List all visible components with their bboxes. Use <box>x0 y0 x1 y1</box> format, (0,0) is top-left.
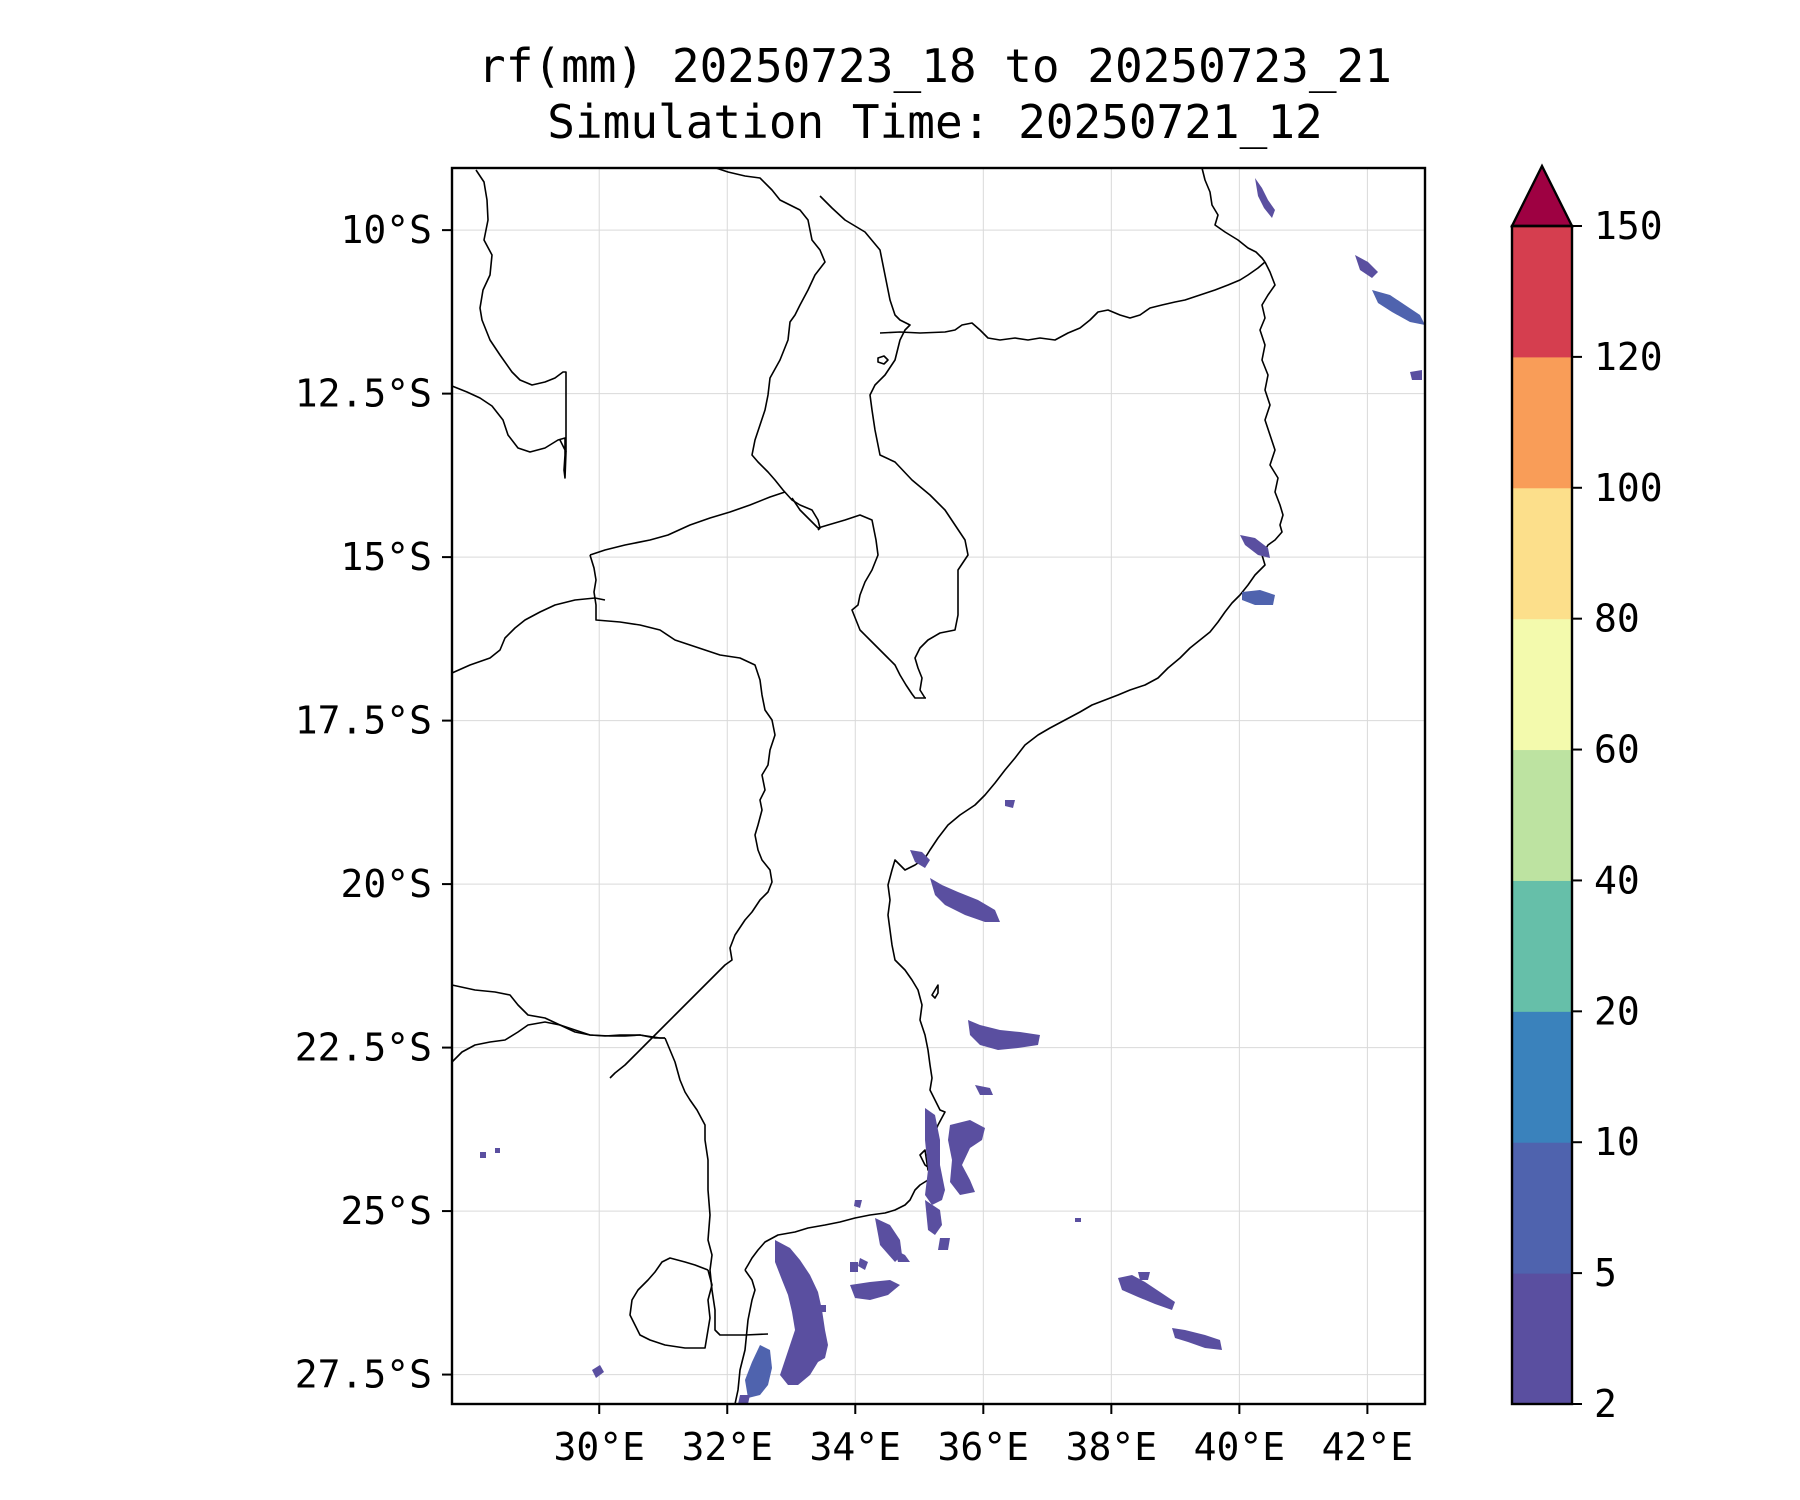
rain-area <box>1255 178 1275 218</box>
small-island <box>931 984 939 999</box>
colorbar-segment <box>1512 1142 1572 1274</box>
border-zimbabwe-zambia <box>451 597 606 674</box>
colorbar: 2 5 10 20 40 60 80 100 120 150 <box>1510 163 1663 1426</box>
rain-area <box>1240 535 1270 558</box>
title-line-1: rf(mm) 20250723_18 to 20250723_21 <box>478 39 1392 93</box>
rain-area <box>925 1108 945 1205</box>
latitude-axis: 10°S 12.5°S 15°S 17.5°S 20°S 22.5°S 25°S 27.5°S <box>295 208 452 1397</box>
colorbar-tick-label: 150 <box>1594 204 1663 248</box>
border-malawi-west <box>791 497 926 699</box>
lat-tick-label: 15°S <box>340 535 432 579</box>
lon-tick-label: 30°E <box>553 1425 645 1469</box>
rain-area <box>820 1305 826 1312</box>
coast-tanzania <box>1201 167 1266 263</box>
lon-tick-label: 42°E <box>1322 1425 1414 1469</box>
rain-area <box>738 1395 750 1404</box>
lon-tick-label: 32°E <box>681 1425 773 1469</box>
rain-area <box>495 1148 500 1153</box>
map-area: 30°E 32°E 34°E 36°E 38°E 40°E 42°E 10°S12.5°S1… <box>295 166 1427 1469</box>
colorbar-tick-label: 60 <box>1594 728 1640 772</box>
lake-island <box>877 355 889 365</box>
rain-area <box>1372 290 1425 325</box>
colorbar-segment <box>1512 356 1572 489</box>
rain-area <box>775 1240 828 1385</box>
border-mozambique-zimbabwe <box>589 491 786 556</box>
rain-area <box>1138 1272 1150 1280</box>
rain-area <box>745 1345 772 1398</box>
lat-tick-label: 27.5°S <box>295 1353 432 1397</box>
colorbar-frame <box>1510 224 1574 1406</box>
rain-area <box>930 878 1000 922</box>
rain-area <box>1355 255 1378 278</box>
lon-tick-label: 38°E <box>1066 1425 1158 1469</box>
colorbar-segment <box>1512 880 1572 1012</box>
border-eswatini <box>629 1257 713 1349</box>
rain-area <box>1075 1218 1081 1222</box>
rainfall-areas <box>480 178 1425 1404</box>
colorbar-tick-label: 120 <box>1594 335 1663 379</box>
lon-tick-label: 36°E <box>938 1425 1030 1469</box>
rain-area <box>850 1280 900 1300</box>
colorbar-segment <box>1512 618 1572 751</box>
rain-area <box>850 1262 858 1272</box>
lat-tick-label: 12.5°S <box>295 372 432 416</box>
rain-area <box>910 850 930 868</box>
border-zambia-drc <box>451 385 567 479</box>
rain-area <box>480 1152 486 1158</box>
colorbar-segment <box>1512 1273 1572 1405</box>
colorbar-segment <box>1512 487 1572 620</box>
border-drc-pedicle <box>475 169 567 452</box>
colorbar-tick-label: 100 <box>1594 466 1663 510</box>
rain-area <box>1118 1275 1175 1310</box>
colorbar-segment <box>1512 226 1572 358</box>
border-mozambique-sa <box>664 1037 769 1336</box>
rain-area <box>975 1085 993 1095</box>
colorbar-segment <box>1512 1011 1572 1143</box>
rain-area <box>592 1365 604 1378</box>
lat-tick-label: 17.5°S <box>295 699 432 743</box>
rain-area <box>858 1258 868 1270</box>
lon-tick-label: 34°E <box>810 1425 902 1469</box>
colorbar-extend-arrow <box>1510 163 1574 228</box>
rain-area <box>1242 590 1275 605</box>
gridlines <box>452 168 1425 1404</box>
rain-area <box>1172 1328 1222 1350</box>
border-mozambique-west <box>589 554 776 1079</box>
colorbar-tick-label: 40 <box>1594 858 1640 902</box>
lon-tick-label: 40°E <box>1194 1425 1286 1469</box>
colorbar-segment <box>1512 749 1572 881</box>
border-sa-west <box>451 1021 665 1063</box>
border-tanzania-mozambique <box>879 261 1266 341</box>
rain-area <box>1410 370 1422 380</box>
border-malawi-east <box>819 195 969 699</box>
rain-area <box>854 1200 862 1208</box>
rain-area <box>948 1120 985 1195</box>
lat-tick-label: 20°S <box>340 862 432 906</box>
longitude-axis: 30°E 32°E 34°E 36°E 38°E 40°E 42°E <box>553 1404 1413 1469</box>
colorbar-tick-label: 5 <box>1594 1251 1617 1295</box>
colorbar-tick-label: 10 <box>1594 1120 1640 1164</box>
border-sa-mozambique-south <box>734 1269 756 1405</box>
lat-tick-label: 22.5°S <box>295 1026 432 1070</box>
rain-area <box>895 1250 910 1262</box>
rain-area <box>938 1238 950 1250</box>
colorbar-tick-label: 80 <box>1594 597 1640 641</box>
map-frame <box>450 166 1427 1406</box>
colorbar-tick-label: 20 <box>1594 989 1640 1033</box>
rain-area <box>968 1020 1040 1050</box>
border-tanzania-zambia <box>715 167 826 531</box>
rain-area <box>925 1200 942 1235</box>
lat-tick-label: 10°S <box>340 208 432 252</box>
rain-area <box>1005 800 1015 808</box>
colorbar-tick-label: 2 <box>1594 1382 1617 1426</box>
title-line-2: Simulation Time: 20250721_12 <box>547 95 1323 149</box>
map-title: rf(mm) 20250723_18 to 20250723_21 Simulat… <box>0 38 1800 150</box>
lat-tick-label: 25°S <box>340 1189 432 1233</box>
